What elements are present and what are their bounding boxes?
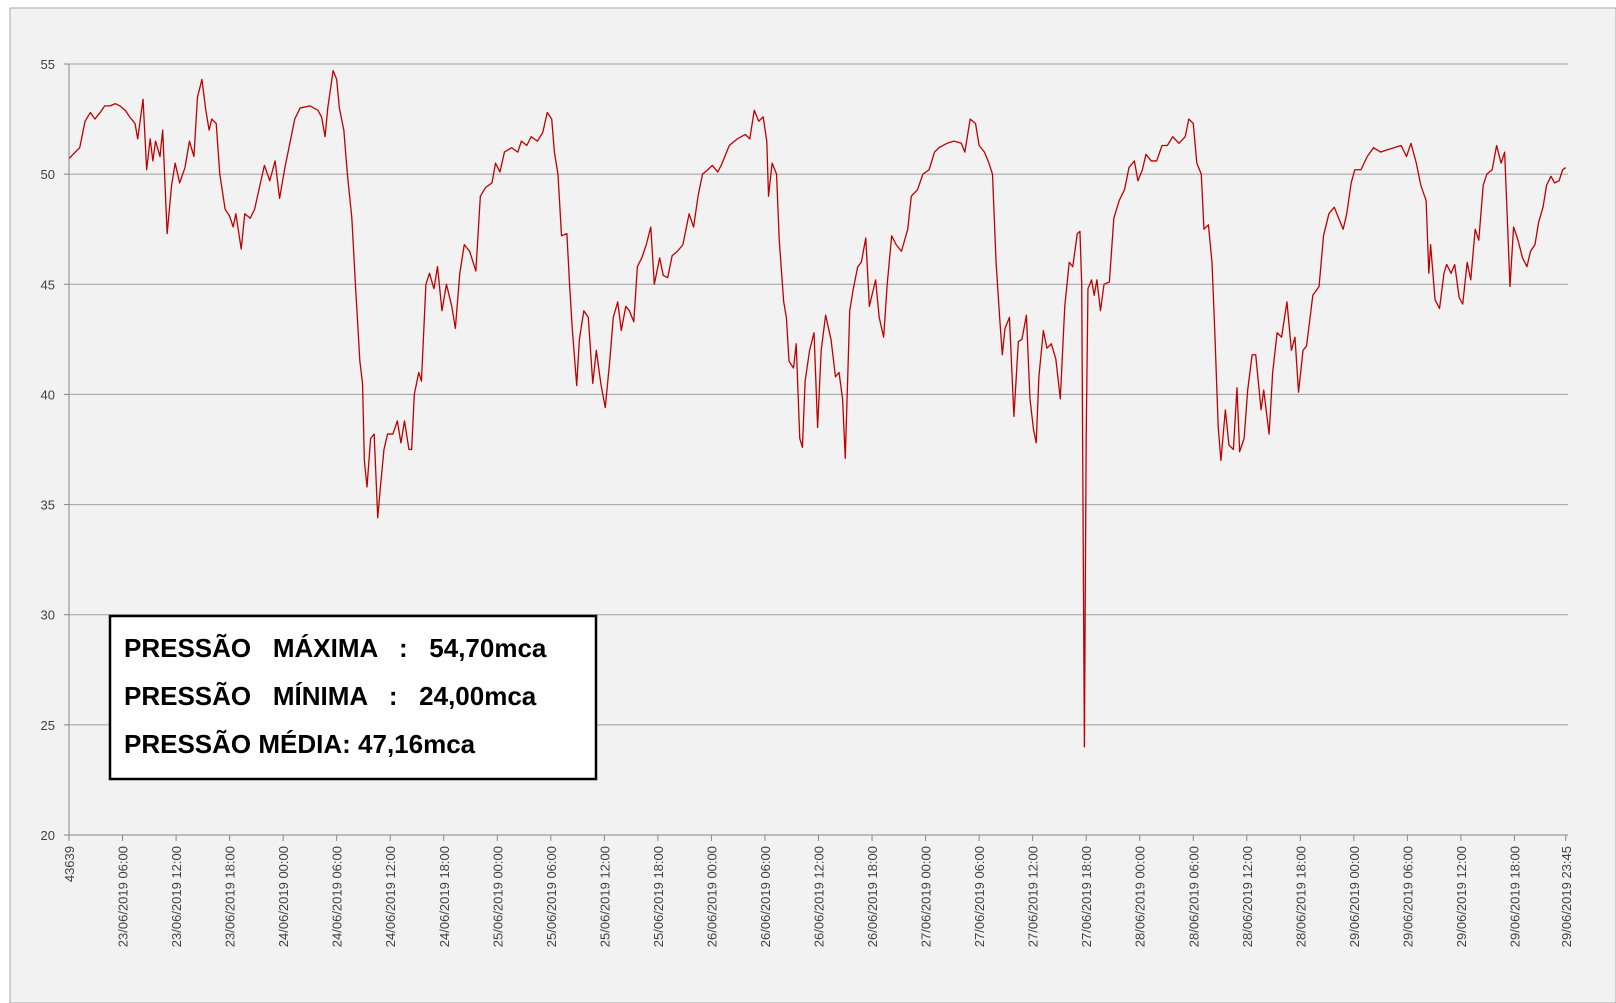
x-tick-label: 28/06/2019 18:00: [1293, 846, 1308, 947]
x-tick-label: 28/06/2019 06:00: [1186, 846, 1201, 947]
y-tick-label: 35: [41, 498, 55, 513]
x-tick-label: 24/06/2019 18:00: [437, 846, 452, 947]
y-tick-label: 20: [41, 828, 55, 843]
x-tick-label: 26/06/2019 06:00: [758, 846, 773, 947]
x-tick-label: 25/06/2019 18:00: [651, 846, 666, 947]
y-tick-label: 50: [41, 167, 55, 182]
x-tick-label: 25/06/2019 12:00: [597, 846, 612, 947]
annotation: PRESSÃO MÍNIMA : 24,00mca: [124, 681, 537, 711]
x-tick-label: 24/06/2019 12:00: [383, 846, 398, 947]
x-tick-label: 29/06/2019 06:00: [1400, 846, 1415, 947]
y-tick-label: 30: [41, 608, 55, 623]
data-line: [68, 69, 1567, 748]
x-tick-label: 23/06/2019 06:00: [116, 846, 131, 947]
x-tick-label: 28/06/2019 12:00: [1240, 846, 1255, 947]
x-tick-label: 25/06/2019 06:00: [544, 846, 559, 947]
y-tick-label: 25: [41, 718, 55, 733]
x-tick-label: 29/06/2019 23:45: [1559, 846, 1574, 947]
x-tick-label: 27/06/2019 00:00: [919, 846, 934, 947]
x-tick-label: 27/06/2019 06:00: [972, 846, 987, 947]
x-tick-label: 28/06/2019 00:00: [1133, 846, 1148, 947]
x-tick-label: 25/06/2019 00:00: [490, 846, 505, 947]
x-tick-label: 26/06/2019 12:00: [812, 846, 827, 947]
x-tick-label: 27/06/2019 12:00: [1026, 846, 1041, 947]
x-tick-label: 29/06/2019 18:00: [1507, 846, 1522, 947]
x-tick-label: 27/06/2019 18:00: [1079, 846, 1094, 947]
x-tick-label: 26/06/2019 00:00: [704, 846, 719, 947]
x-tick-label: 23/06/2019 18:00: [223, 846, 238, 947]
axis: 20 25 30 35 40 45 50 55 43639 23/06/2019 06:00 23/…: [41, 57, 1574, 947]
y-tick-label: 45: [41, 277, 55, 292]
x-tick-label: 24/06/2019 00:00: [276, 846, 291, 947]
stats-box: [108, 614, 598, 781]
annotation: PRESSÃO MÁXIMA : 54,70mca: [124, 633, 547, 663]
y-tick-label: 40: [41, 387, 55, 402]
x-tick-label: 26/06/2019 18:00: [865, 846, 880, 947]
x-tick-label: 43639: [62, 846, 77, 882]
x-tick-label: 29/06/2019 00:00: [1347, 846, 1362, 947]
y-tick-label: 55: [41, 57, 55, 72]
plot: [68, 69, 1567, 748]
annotation: PRESSÃO MÉDIA: 47,16mca: [124, 729, 476, 759]
x-tick-label: 23/06/2019 12:00: [169, 846, 184, 947]
x-tick-label: 29/06/2019 12:00: [1454, 846, 1469, 947]
x-tick-label: 24/06/2019 06:00: [330, 846, 345, 947]
